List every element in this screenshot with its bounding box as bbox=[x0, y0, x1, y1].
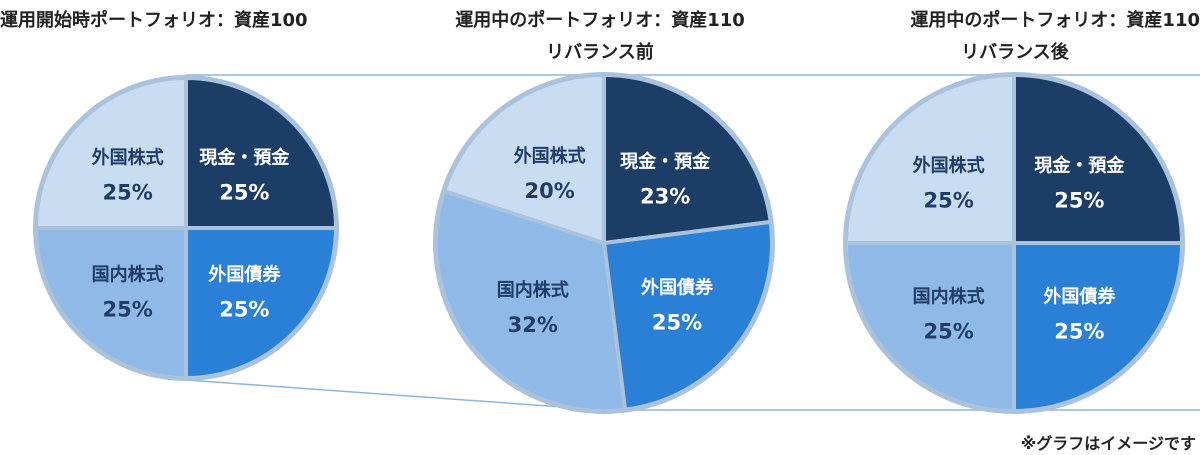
slice-value-domestic-stocks: 25% bbox=[924, 319, 974, 343]
pie-slice-foreign-stocks bbox=[442, 73, 606, 245]
pie-slice-foreign-bonds bbox=[1012, 241, 1184, 413]
pie-slice-foreign-stocks bbox=[34, 76, 188, 230]
slice-label-cash: 現金・預金 bbox=[620, 151, 711, 173]
chart3-subtitle: リバランス後 bbox=[961, 42, 1069, 63]
pie-slice-foreign-bonds bbox=[602, 219, 774, 412]
chart2-subtitle: リバランス前 bbox=[546, 42, 654, 63]
slice-value-cash: 23% bbox=[640, 185, 690, 209]
slice-label-foreign-bonds: 外国債券 bbox=[641, 277, 714, 299]
pie-slice-foreign-stocks bbox=[844, 73, 1016, 245]
chart3-title: 運用中のポートフォリオ：資産110 bbox=[910, 10, 1200, 31]
slice-label-domestic-stocks: 国内株式 bbox=[497, 279, 569, 301]
image-note: ※グラフはイメージです bbox=[1020, 434, 1196, 453]
slice-label-domestic-stocks: 国内株式 bbox=[913, 285, 985, 307]
slice-value-foreign-bonds: 25% bbox=[1054, 319, 1104, 343]
slice-value-foreign-bonds: 25% bbox=[652, 311, 702, 335]
pie-slice-cash bbox=[602, 73, 773, 245]
slice-label-cash: 現金・預金 bbox=[1034, 155, 1125, 177]
slice-value-cash: 25% bbox=[1054, 189, 1104, 213]
pie-chart-3: 現金・預金 25% 外国債券 25% 国内株式 25% 外国株式 25% bbox=[843, 72, 1185, 414]
connector-line-bottom-left bbox=[185, 379, 605, 411]
pie-slice-domestic-stocks bbox=[844, 241, 1016, 413]
slice-label-foreign-bonds: 外国債券 bbox=[1043, 285, 1116, 307]
slice-label-foreign-bonds: 外国債券 bbox=[208, 263, 281, 285]
pie-slice-foreign-bonds bbox=[184, 226, 338, 380]
pie-slice-domestic-stocks bbox=[34, 226, 188, 380]
slice-value-foreign-stocks: 25% bbox=[103, 181, 153, 205]
slice-label-foreign-stocks: 外国株式 bbox=[913, 155, 985, 177]
slice-label-foreign-stocks: 外国株式 bbox=[92, 147, 164, 169]
chart2-title: 運用中のポートフォリオ：資産110 bbox=[455, 10, 745, 31]
slice-value-foreign-bonds: 25% bbox=[219, 297, 269, 321]
slice-value-domestic-stocks: 25% bbox=[103, 297, 153, 321]
chart1-title: 運用開始時ポートフォリオ：資産100 bbox=[0, 10, 308, 31]
slice-value-cash: 25% bbox=[219, 181, 269, 205]
slice-label-cash: 現金・預金 bbox=[199, 147, 290, 169]
slice-label-foreign-stocks: 外国株式 bbox=[514, 145, 586, 167]
pie-slice-domestic-stocks bbox=[434, 189, 628, 413]
pie-chart-1: 現金・預金 25% 外国債券 25% 国内株式 25% 外国株式 25% bbox=[33, 75, 339, 381]
pie-slice-cash bbox=[1012, 73, 1184, 245]
pie-chart-2: 現金・預金 23% 外国債券 25% 国内株式 32% 外国株式 20% bbox=[433, 72, 775, 414]
slice-value-foreign-stocks: 25% bbox=[924, 189, 974, 213]
slice-value-domestic-stocks: 32% bbox=[508, 313, 558, 337]
slice-value-foreign-stocks: 20% bbox=[525, 179, 575, 203]
pie-slice-cash bbox=[184, 76, 338, 230]
slice-label-domestic-stocks: 国内株式 bbox=[92, 263, 164, 285]
